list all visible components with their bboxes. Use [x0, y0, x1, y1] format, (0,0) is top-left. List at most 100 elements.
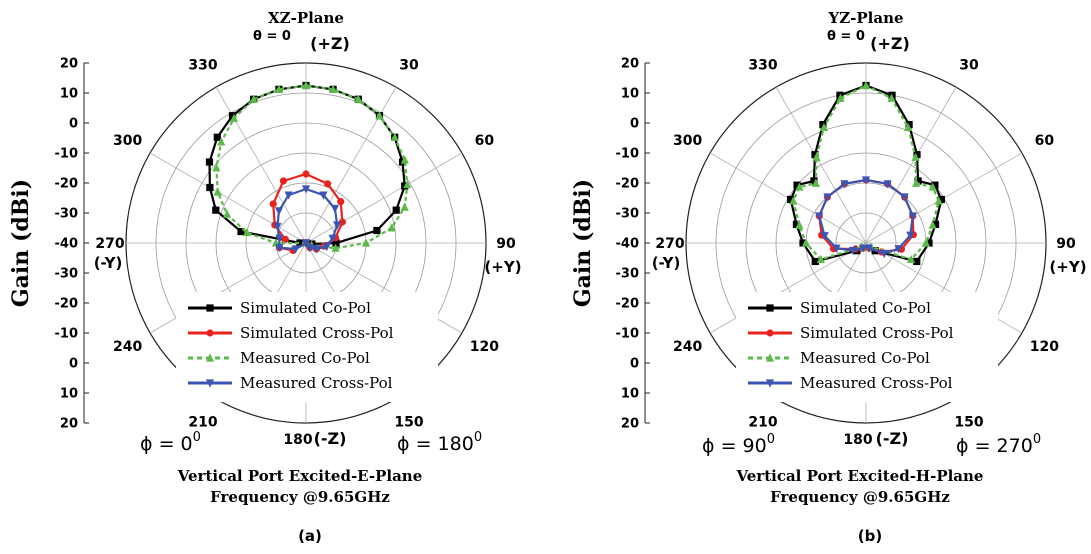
panel-label: (b): [858, 527, 882, 545]
data-point: [887, 93, 896, 102]
data-point: [914, 177, 922, 185]
legend: Simulated Co-Pol Simulated Cross-Pol Measu…: [176, 292, 438, 402]
grid-spoke: [865, 86, 957, 244]
legend-label: Measured Co-Pol: [240, 349, 370, 367]
data-point: [301, 239, 311, 248]
data-point: [766, 304, 774, 312]
caption-line-2: Frequency @9.65GHz: [210, 488, 390, 506]
data-point: [206, 183, 214, 192]
data-point: [864, 244, 874, 253]
data-point: [815, 212, 824, 221]
r-tick-label: 20: [621, 417, 639, 432]
r-tick-label: 10: [621, 87, 639, 102]
legend-label: Measured Cross-Pol: [240, 374, 393, 392]
direction-top: (+Z): [310, 34, 350, 53]
data-point: [787, 195, 795, 204]
data-point: [323, 180, 332, 188]
plane-title: XZ-Plane: [268, 9, 344, 27]
r-tick-label: 20: [60, 57, 78, 72]
angle-tick-label: 90: [1056, 236, 1076, 252]
data-point: [793, 181, 801, 189]
data-point: [819, 120, 827, 129]
caption-line-2: Frequency @9.65GHz: [770, 488, 950, 506]
data-point: [766, 329, 774, 337]
data-point: [354, 94, 363, 103]
data-point: [795, 182, 804, 191]
data-point: [375, 111, 384, 120]
data-point: [832, 244, 841, 253]
data-point: [928, 182, 937, 191]
panel-label: (a): [298, 527, 322, 545]
data-point: [274, 207, 284, 216]
angle-tick-label: 180: [283, 432, 312, 448]
r-tick-label: 10: [621, 387, 639, 402]
angle-tick-label: 330: [188, 58, 217, 74]
polar-chart-a: 30 60 120 150 210 240 300 330 90 270 180 20 10 0 -10 -…: [8, 9, 522, 545]
data-point: [925, 239, 933, 247]
phi-right-label: ϕ = 1800: [397, 430, 482, 455]
data-point: [403, 179, 412, 189]
r-tick-label: -30: [616, 207, 640, 222]
direction-bottom: (-Z): [314, 429, 347, 448]
data-point: [228, 112, 237, 120]
angle-tick-label: 60: [475, 133, 495, 149]
data-point: [328, 84, 338, 93]
r-tick-label: -10: [616, 147, 640, 162]
angle-tick-label: 150: [954, 414, 983, 430]
phi-left-label: ϕ = 900: [702, 432, 775, 457]
data-point: [908, 212, 917, 221]
data-point: [883, 180, 892, 189]
data-point: [792, 220, 801, 228]
phi-right-label: ϕ = 2700: [956, 432, 1041, 457]
data-point: [206, 304, 214, 312]
data-point: [296, 239, 304, 247]
data-point: [338, 218, 346, 226]
r-tick-label: -30: [55, 267, 79, 282]
direction-right: (+Y): [1049, 258, 1086, 276]
data-point: [361, 238, 371, 247]
grid-spoke: [775, 86, 867, 244]
data-point: [322, 243, 331, 252]
data-point: [222, 209, 232, 218]
r-tick-label: 0: [69, 117, 78, 132]
data-point: [913, 257, 921, 266]
data-point: [205, 158, 214, 166]
data-point: [894, 245, 903, 254]
data-point: [765, 379, 775, 388]
direction-top: (+Z): [870, 34, 910, 53]
data-point: [331, 243, 340, 252]
data-point: [213, 133, 221, 141]
data-point: [302, 170, 310, 178]
data-point: [237, 227, 245, 236]
data-point: [810, 177, 818, 185]
r-tick-label: 0: [630, 357, 639, 372]
data-point: [907, 254, 916, 264]
data-point: [811, 257, 819, 266]
direction-bottom: (-Z): [876, 429, 909, 448]
r-tick-label: 10: [60, 387, 78, 402]
data-point: [816, 254, 825, 264]
data-point: [281, 235, 289, 243]
angle-tick-label: 90: [496, 236, 516, 252]
angle-tick-label: 120: [470, 339, 499, 355]
data-point: [212, 163, 221, 172]
data-point: [291, 245, 300, 254]
r-tick-label: 0: [630, 117, 639, 132]
data-point: [229, 113, 239, 122]
r-tick-label: -20: [616, 177, 640, 192]
angle-tick-label: 120: [1030, 339, 1059, 355]
data-point: [861, 176, 871, 185]
radial-axis: 20 10 0 -10 -20 -30 -40 -30 -20 -10 0 10 20: [55, 57, 89, 432]
data-point: [275, 234, 284, 243]
angle-tick-label: 240: [673, 339, 702, 355]
angle-tick-label: 150: [394, 414, 423, 430]
data-point: [900, 193, 909, 202]
legend-label: Measured Co-Pol: [800, 349, 930, 367]
data-point: [390, 132, 399, 141]
data-point: [212, 206, 220, 214]
r-tick-label: 0: [69, 357, 78, 372]
data-point: [819, 122, 829, 132]
angle-tick-label: 60: [1035, 133, 1055, 149]
angle-tick-label: 210: [188, 414, 217, 430]
data-point: [274, 84, 284, 93]
